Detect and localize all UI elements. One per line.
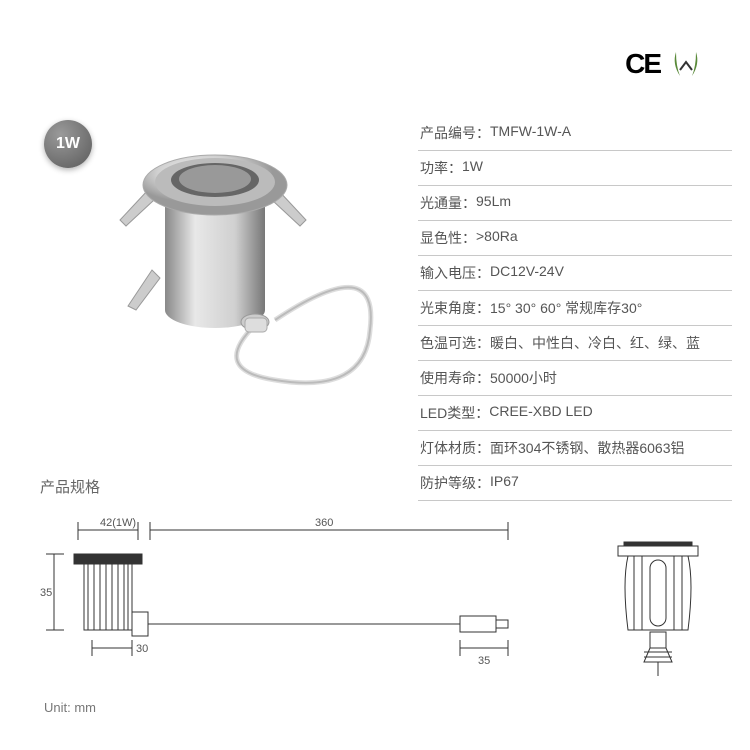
spec-row: 光通量：95Lm xyxy=(418,186,732,221)
wattage-badge: 1W xyxy=(44,120,92,168)
dim-body-width: 30 xyxy=(136,643,148,655)
spec-label: 输入电压： xyxy=(420,263,490,283)
spec-value: DC12V-24V xyxy=(490,263,564,283)
spec-label: 功率： xyxy=(420,158,462,178)
spec-label: 色温可选： xyxy=(420,333,490,353)
wreath-cert-icon xyxy=(670,48,702,80)
spec-label: 显色性： xyxy=(420,228,476,248)
spec-label: 灯体材质： xyxy=(420,438,490,458)
spec-row: 功率：1W xyxy=(418,151,732,186)
spec-row: 灯体材质：面环304不锈钢、散热器6063铝 xyxy=(418,431,732,466)
spec-value: TMFW-1W-A xyxy=(490,123,571,143)
spec-label: 产品编号： xyxy=(420,123,490,143)
certification-marks: CE xyxy=(625,48,702,80)
dim-height: 35 xyxy=(40,587,52,599)
dimensions-section-title: 产品规格 xyxy=(40,476,100,497)
spec-value: IP67 xyxy=(490,473,519,493)
spec-label: 使用寿命： xyxy=(420,368,490,388)
spec-row: 光束角度：15° 30° 60° 常规库存30° xyxy=(418,291,732,326)
spec-value: 1W xyxy=(462,158,483,178)
dimension-drawing: 42(1W) 360 35 30 xyxy=(40,512,710,692)
spec-label: 防护等级： xyxy=(420,473,490,493)
product-render xyxy=(100,130,400,410)
spec-row: 使用寿命：50000小时 xyxy=(418,361,732,396)
dim-top-width: 42(1W) xyxy=(100,517,136,529)
spec-value: CREE-XBD LED xyxy=(489,403,592,423)
spec-label: 光通量： xyxy=(420,193,476,213)
spec-value: 50000小时 xyxy=(490,368,557,388)
dim-cable: 360 xyxy=(315,517,333,529)
spec-value: 暖白、中性白、冷白、红、绿、蓝 xyxy=(490,333,700,353)
spec-value: >80Ra xyxy=(476,228,518,248)
unit-label: Unit: mm xyxy=(44,700,96,715)
spec-label: LED类型： xyxy=(420,403,489,423)
spec-label: 光束角度： xyxy=(420,298,490,318)
spec-row: LED类型：CREE-XBD LED xyxy=(418,396,732,431)
spec-row: 防护等级：IP67 xyxy=(418,466,732,501)
spec-row: 输入电压：DC12V-24V xyxy=(418,256,732,291)
spec-value: 95Lm xyxy=(476,193,511,213)
spec-row: 产品编号：TMFW-1W-A xyxy=(418,116,732,151)
ce-mark-icon: CE xyxy=(625,48,660,80)
spec-value: 面环304不锈钢、散热器6063铝 xyxy=(490,438,685,458)
dim-plug-width: 35 xyxy=(478,655,490,667)
spec-row: 显色性：>80Ra xyxy=(418,221,732,256)
spec-row: 色温可选：暖白、中性白、冷白、红、绿、蓝 xyxy=(418,326,732,361)
spec-list: 产品编号：TMFW-1W-A 功率：1W 光通量：95Lm 显色性：>80Ra … xyxy=(418,116,732,501)
product-image-area: 1W xyxy=(40,110,400,410)
spec-value: 15° 30° 60° 常规库存30° xyxy=(490,298,642,318)
